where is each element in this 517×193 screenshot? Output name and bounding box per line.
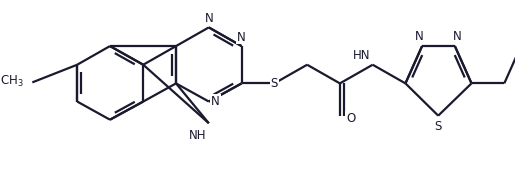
Text: CH$_3$: CH$_3$: [0, 74, 23, 89]
Text: S: S: [435, 120, 442, 133]
Text: N: N: [453, 30, 462, 42]
Text: N: N: [211, 95, 220, 108]
Text: HN: HN: [353, 49, 370, 62]
Text: N: N: [415, 30, 424, 42]
Text: S: S: [271, 77, 278, 90]
Text: O: O: [346, 112, 355, 125]
Text: N: N: [237, 30, 246, 44]
Text: NH: NH: [189, 129, 206, 142]
Text: N: N: [204, 12, 213, 25]
